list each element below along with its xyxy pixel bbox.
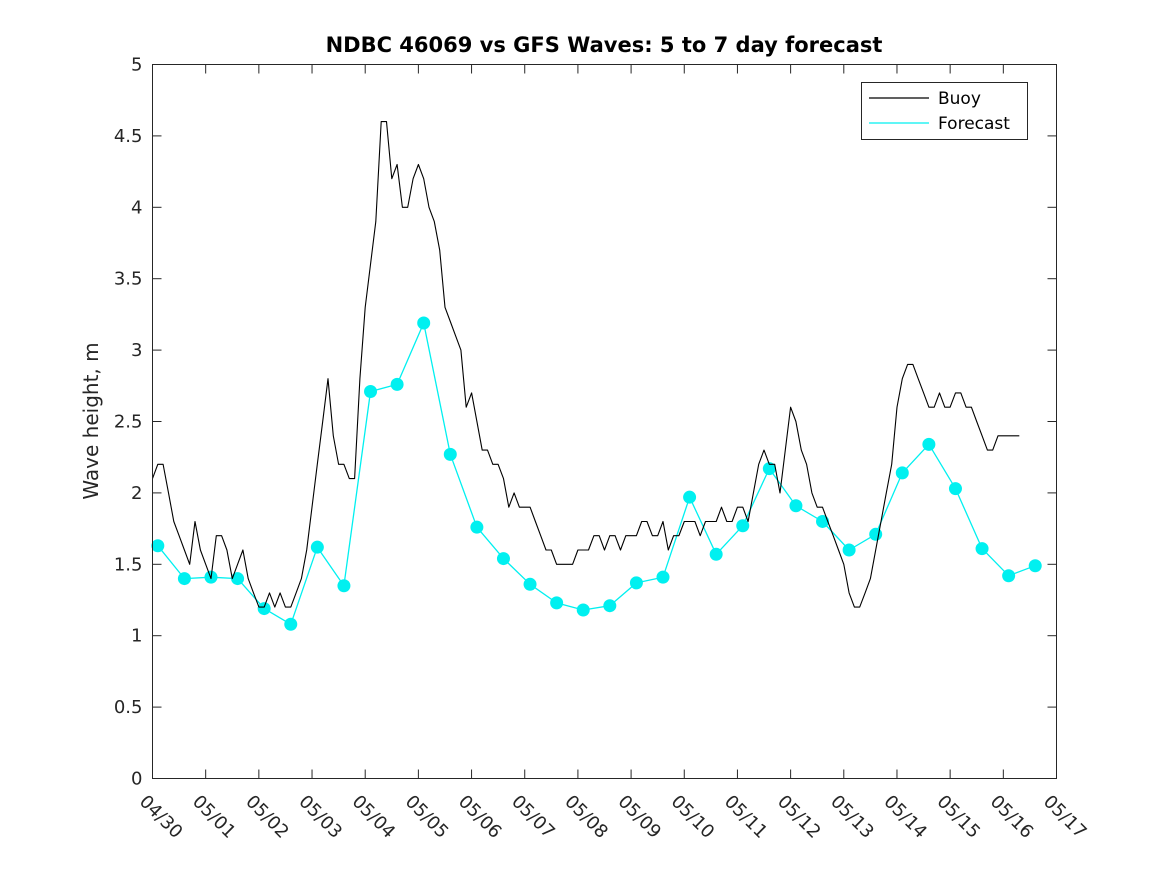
forecast-point — [310, 540, 324, 554]
forecast-point — [550, 596, 564, 610]
y-tick-label: 1 — [131, 626, 142, 647]
y-tick-label: 0 — [131, 769, 142, 790]
forecast-point — [337, 579, 351, 593]
buoy-line — [151, 121, 1020, 608]
forecast-point — [975, 542, 989, 556]
forecast-point — [496, 552, 510, 566]
forecast-point — [177, 572, 191, 586]
forecast-point — [470, 520, 484, 534]
y-tick-label: 4.5 — [114, 126, 143, 147]
y-tick-label: 3 — [131, 340, 142, 361]
forecast-point — [629, 576, 643, 590]
y-tick-label: 2.5 — [114, 412, 143, 433]
forecast-point — [576, 603, 590, 617]
y-tick-label: 4 — [131, 197, 142, 218]
legend-box — [861, 82, 1028, 140]
forecast-point — [284, 617, 298, 631]
forecast-point — [1028, 559, 1042, 573]
forecast-point — [709, 547, 723, 561]
forecast-point — [736, 519, 750, 533]
forecast-point — [603, 599, 617, 613]
forecast-line — [157, 322, 1036, 625]
forecast-point — [257, 602, 271, 616]
forecast-point — [895, 466, 909, 480]
forecast-point — [922, 437, 936, 451]
forecast-point — [231, 572, 245, 586]
forecast-series-group — [151, 316, 1042, 631]
chart-title: NDBC 46069 vs GFS Waves: 5 to 7 day fore… — [326, 33, 883, 57]
y-tick-label: 3.5 — [114, 269, 143, 290]
y-tick-label: 2 — [131, 483, 142, 504]
forecast-point — [789, 499, 803, 513]
forecast-point — [417, 316, 431, 330]
plot-area-frame — [152, 64, 1057, 779]
y-axis-label: Wave height, m — [79, 342, 103, 499]
forecast-point — [842, 543, 856, 557]
forecast-point — [762, 462, 776, 476]
legend: Buoy Forecast — [861, 82, 1028, 140]
legend-forecast-label: Forecast — [938, 114, 1010, 134]
forecast-point — [1002, 569, 1016, 583]
forecast-point — [683, 490, 697, 504]
forecast-point — [816, 514, 830, 528]
y-tick-label: 0.5 — [114, 697, 143, 718]
forecast-point — [948, 482, 962, 496]
y-tick-label: 5 — [131, 55, 142, 76]
forecast-point — [523, 577, 537, 591]
forecast-point — [364, 385, 378, 399]
y-tick-label: 1.5 — [114, 554, 143, 575]
forecast-point — [443, 447, 457, 461]
buoy-series-group — [151, 121, 1020, 608]
legend-buoy-label: Buoy — [938, 89, 981, 109]
forecast-point — [390, 377, 404, 391]
forecast-point — [656, 570, 670, 584]
forecast-point — [151, 539, 165, 553]
forecast-point — [869, 527, 883, 541]
